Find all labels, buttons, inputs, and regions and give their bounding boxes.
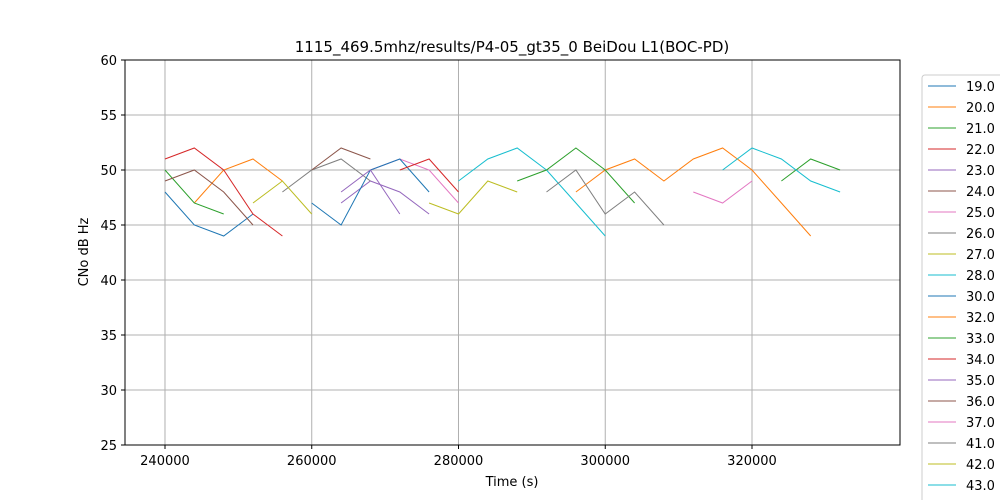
legend: 19.0 20.0 21.0 22.0 23.0 24.0 25.0 26.0 27.0 28.0…	[928, 80, 995, 494]
series-line	[458, 147, 606, 237]
series-line	[340, 169, 401, 215]
x-tick-label: 300000	[580, 454, 630, 469]
y-tick-label: 30	[100, 384, 117, 399]
series-line	[340, 180, 430, 215]
series-line	[399, 158, 459, 193]
x-tick-label: 280000	[434, 454, 484, 469]
y-tick-label: 55	[100, 109, 117, 124]
legend-label: 30.0	[966, 290, 995, 305]
y-tick-label: 45	[100, 219, 117, 234]
series-line	[311, 147, 371, 171]
legend-label: 27.0	[966, 248, 995, 263]
legend-label: 21.0	[966, 122, 995, 137]
series-line	[722, 147, 841, 193]
series-line	[164, 191, 254, 237]
legend-label: 32.0	[966, 311, 995, 326]
legend-label: 42.0	[966, 458, 995, 473]
series-line	[546, 169, 665, 226]
chart-title: 1115_469.5mhz/results/P4-05_gt35_0 BeiDo…	[295, 38, 729, 57]
legend-label: 20.0	[966, 101, 995, 116]
y-tick-label: 35	[100, 329, 117, 344]
y-tick-label: 60	[100, 54, 117, 69]
y-tick-label: 50	[100, 164, 117, 179]
legend-label: 43.0	[966, 479, 995, 494]
series-line	[164, 169, 254, 226]
series-line	[193, 158, 283, 204]
x-tick-label: 320000	[727, 454, 777, 469]
series-line	[164, 158, 841, 215]
series-line	[164, 147, 283, 237]
legend-label: 36.0	[966, 395, 995, 410]
plot-frame	[124, 59, 901, 446]
legend-box	[921, 74, 1000, 500]
legend-label: 34.0	[966, 353, 995, 368]
y-axis-label: CNo dB Hz	[77, 217, 92, 286]
series-line	[428, 180, 518, 215]
legend-label: 19.0	[966, 80, 995, 95]
x-tick-label: 240000	[140, 454, 190, 469]
series-line	[517, 147, 635, 204]
x-tick-label: 260000	[287, 454, 337, 469]
legend-label: 25.0	[966, 206, 995, 221]
legend-label: 37.0	[966, 416, 995, 431]
legend-label: 28.0	[966, 269, 995, 284]
legend-label: 24.0	[966, 185, 995, 200]
series-line	[282, 158, 371, 193]
series-line	[575, 147, 812, 237]
legend-label: 35.0	[966, 374, 995, 389]
y-tick-label: 40	[100, 274, 117, 289]
legend-label: 33.0	[966, 332, 995, 347]
legend-label: 26.0	[966, 227, 995, 242]
legend-label: 22.0	[966, 143, 995, 158]
legend-label: 23.0	[966, 164, 995, 179]
series-line	[693, 180, 753, 204]
legend-label: 41.0	[966, 437, 995, 452]
series-line	[252, 180, 313, 215]
x-axis-label: Time (s)	[485, 475, 539, 490]
y-tick-label: 25	[100, 439, 117, 454]
